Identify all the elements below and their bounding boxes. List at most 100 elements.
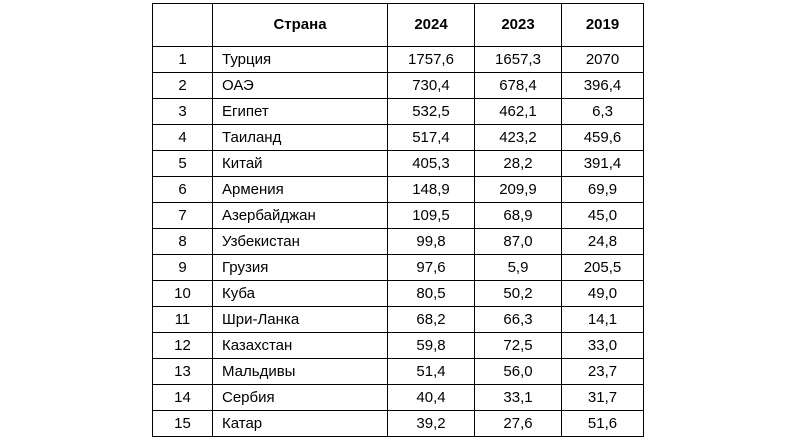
cell-2019: 24,8 xyxy=(561,228,644,255)
cell-2023: 423,2 xyxy=(474,124,562,151)
table-body: 1 Турция 1757,6 1657,3 2070 2 ОАЭ 730,4 678,4 396… xyxy=(152,46,644,437)
cell-2024: 517,4 xyxy=(387,124,475,151)
cell-rank: 5 xyxy=(152,150,213,177)
cell-country: Куба xyxy=(212,280,388,307)
header-row: Страна 2024 2023 2019 xyxy=(152,3,644,47)
cell-2023: 209,9 xyxy=(474,176,562,203)
cell-2023: 87,0 xyxy=(474,228,562,255)
table-row: 7 Азербайджан 109,5 68,9 45,0 xyxy=(152,202,644,229)
cell-2023: 56,0 xyxy=(474,358,562,385)
cell-2019: 14,1 xyxy=(561,306,644,333)
table-row: 2 ОАЭ 730,4 678,4 396,4 xyxy=(152,72,644,99)
header-country: Страна xyxy=(212,3,388,47)
table-row: 4 Таиланд 517,4 423,2 459,6 xyxy=(152,124,644,151)
cell-2024: 109,5 xyxy=(387,202,475,229)
table-header: Страна 2024 2023 2019 xyxy=(152,3,644,47)
cell-rank: 11 xyxy=(152,306,213,333)
country-table-container: Страна 2024 2023 2019 1 Турция 1757,6 1657,… xyxy=(152,3,644,437)
country-table: Страна 2024 2023 2019 1 Турция 1757,6 1657,… xyxy=(152,3,644,437)
header-num xyxy=(152,3,213,47)
table-row: 1 Турция 1757,6 1657,3 2070 xyxy=(152,46,644,73)
cell-rank: 12 xyxy=(152,332,213,359)
cell-2023: 678,4 xyxy=(474,72,562,99)
table-row: 9 Грузия 97,6 5,9 205,5 xyxy=(152,254,644,281)
cell-country: Китай xyxy=(212,150,388,177)
table-row: 6 Армения 148,9 209,9 69,9 xyxy=(152,176,644,203)
cell-2023: 66,3 xyxy=(474,306,562,333)
table-row: 13 Мальдивы 51,4 56,0 23,7 xyxy=(152,358,644,385)
cell-2023: 50,2 xyxy=(474,280,562,307)
cell-2019: 31,7 xyxy=(561,384,644,411)
cell-2023: 5,9 xyxy=(474,254,562,281)
cell-rank: 10 xyxy=(152,280,213,307)
cell-2024: 80,5 xyxy=(387,280,475,307)
cell-country: Узбекистан xyxy=(212,228,388,255)
table-row: 15 Катар 39,2 27,6 51,6 xyxy=(152,410,644,437)
cell-2019: 49,0 xyxy=(561,280,644,307)
cell-country: Египет xyxy=(212,98,388,125)
table-row: 8 Узбекистан 99,8 87,0 24,8 xyxy=(152,228,644,255)
cell-2019: 391,4 xyxy=(561,150,644,177)
cell-2019: 396,4 xyxy=(561,72,644,99)
cell-2019: 2070 xyxy=(561,46,644,73)
cell-2024: 1757,6 xyxy=(387,46,475,73)
cell-rank: 2 xyxy=(152,72,213,99)
cell-country: Турция xyxy=(212,46,388,73)
table-row: 10 Куба 80,5 50,2 49,0 xyxy=(152,280,644,307)
cell-country: Катар xyxy=(212,410,388,437)
cell-rank: 4 xyxy=(152,124,213,151)
cell-country: Армения xyxy=(212,176,388,203)
cell-2024: 39,2 xyxy=(387,410,475,437)
cell-2023: 462,1 xyxy=(474,98,562,125)
cell-2024: 68,2 xyxy=(387,306,475,333)
table-row: 12 Казахстан 59,8 72,5 33,0 xyxy=(152,332,644,359)
cell-2024: 730,4 xyxy=(387,72,475,99)
header-2023: 2023 xyxy=(474,3,562,47)
header-2024: 2024 xyxy=(387,3,475,47)
cell-rank: 13 xyxy=(152,358,213,385)
cell-rank: 7 xyxy=(152,202,213,229)
cell-2019: 459,6 xyxy=(561,124,644,151)
cell-2023: 72,5 xyxy=(474,332,562,359)
cell-rank: 1 xyxy=(152,46,213,73)
cell-2023: 1657,3 xyxy=(474,46,562,73)
cell-2023: 27,6 xyxy=(474,410,562,437)
cell-country: Сербия xyxy=(212,384,388,411)
header-2019: 2019 xyxy=(561,3,644,47)
table-row: 11 Шри-Ланка 68,2 66,3 14,1 xyxy=(152,306,644,333)
cell-2019: 69,9 xyxy=(561,176,644,203)
cell-country: Таиланд xyxy=(212,124,388,151)
cell-2024: 405,3 xyxy=(387,150,475,177)
cell-rank: 15 xyxy=(152,410,213,437)
table-row: 5 Китай 405,3 28,2 391,4 xyxy=(152,150,644,177)
cell-2024: 148,9 xyxy=(387,176,475,203)
cell-rank: 9 xyxy=(152,254,213,281)
cell-rank: 14 xyxy=(152,384,213,411)
cell-2019: 33,0 xyxy=(561,332,644,359)
cell-2019: 51,6 xyxy=(561,410,644,437)
cell-2024: 532,5 xyxy=(387,98,475,125)
cell-2024: 40,4 xyxy=(387,384,475,411)
cell-2024: 97,6 xyxy=(387,254,475,281)
cell-country: Шри-Ланка xyxy=(212,306,388,333)
cell-country: Мальдивы xyxy=(212,358,388,385)
cell-2024: 51,4 xyxy=(387,358,475,385)
cell-2019: 6,3 xyxy=(561,98,644,125)
cell-country: Азербайджан xyxy=(212,202,388,229)
cell-rank: 8 xyxy=(152,228,213,255)
cell-2019: 45,0 xyxy=(561,202,644,229)
table-row: 14 Сербия 40,4 33,1 31,7 xyxy=(152,384,644,411)
cell-2023: 28,2 xyxy=(474,150,562,177)
cell-2023: 33,1 xyxy=(474,384,562,411)
cell-country: Казахстан xyxy=(212,332,388,359)
cell-2019: 23,7 xyxy=(561,358,644,385)
cell-2023: 68,9 xyxy=(474,202,562,229)
table-row: 3 Египет 532,5 462,1 6,3 xyxy=(152,98,644,125)
cell-2019: 205,5 xyxy=(561,254,644,281)
cell-country: Грузия xyxy=(212,254,388,281)
cell-2024: 59,8 xyxy=(387,332,475,359)
cell-country: ОАЭ xyxy=(212,72,388,99)
cell-2024: 99,8 xyxy=(387,228,475,255)
cell-rank: 6 xyxy=(152,176,213,203)
cell-rank: 3 xyxy=(152,98,213,125)
